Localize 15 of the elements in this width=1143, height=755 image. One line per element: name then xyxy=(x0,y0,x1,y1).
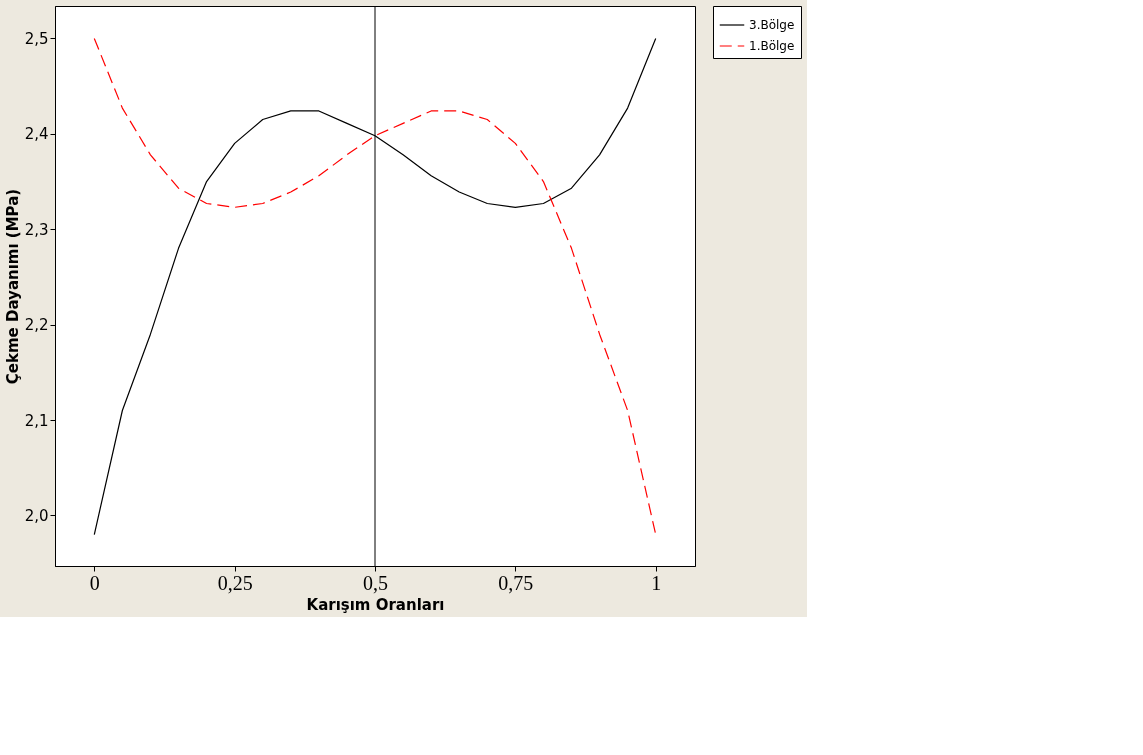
y-tick-label: 2,1 xyxy=(24,411,49,430)
x-tick-label: 0,75 xyxy=(498,571,534,594)
x-tick-label: 0,5 xyxy=(363,571,388,594)
x-tick-label: 0 xyxy=(89,571,100,594)
x-axis-title: Karışım Oranları xyxy=(306,595,445,614)
x-tick-label: 0,25 xyxy=(217,571,253,594)
x-tick-label: 1 xyxy=(651,571,662,594)
y-tick-label: 2,3 xyxy=(24,220,49,239)
y-axis-title: Çekme Dayanımı (MPa) xyxy=(3,188,22,385)
y-tick-label: 2,2 xyxy=(24,316,49,335)
legend-label: 1.Bölge xyxy=(749,39,795,53)
y-tick-label: 2,0 xyxy=(24,506,49,525)
legend-label: 3.Bölge xyxy=(749,18,795,32)
y-tick-label: 2,5 xyxy=(24,29,49,48)
y-tick-label: 2,4 xyxy=(24,125,49,144)
